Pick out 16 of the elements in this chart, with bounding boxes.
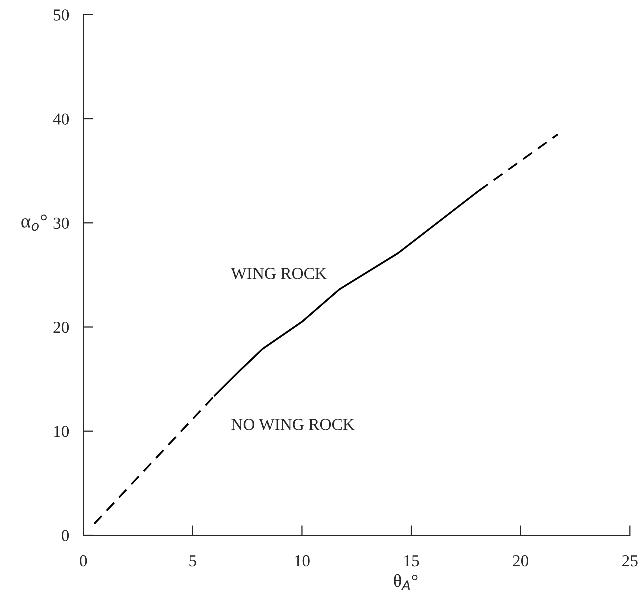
x-tick-label: 5 [190,556,196,567]
y-tick-label: 30 [54,218,70,230]
x-axis-title: θ$_{A}$° [394,574,418,590]
annotation: NO WING ROCK [232,419,355,430]
x-tick-label: 20 [513,555,529,567]
y-tick-label: 20 [54,322,70,334]
annotation: WING ROCK [231,268,327,280]
y-tick-label: 50 [54,10,70,21]
y-tick-label: 40 [53,114,70,125]
x-tick-label: 15 [404,556,420,567]
y-tick-label: 0 [62,530,70,542]
y-axis-title: α$_{o}$° [22,214,47,232]
x-tick-label: 0 [80,555,88,567]
x-tick-label: 10 [295,555,310,567]
y-tick-label: 10 [54,426,70,438]
x-tick-label: 25 [622,555,638,567]
